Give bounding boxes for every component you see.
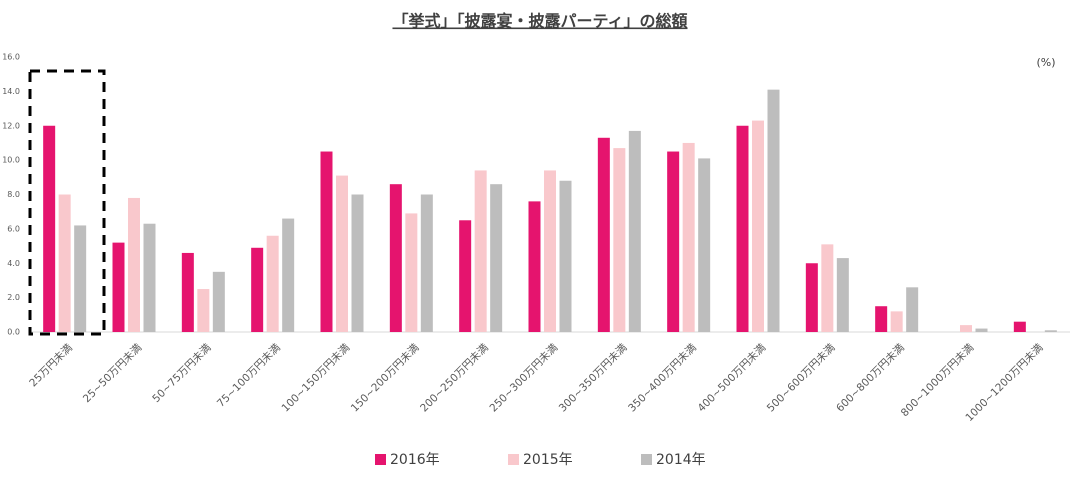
y-tick-label: 12.0 — [2, 121, 20, 130]
bar — [960, 325, 972, 332]
y-tick-label: 0.0 — [7, 328, 20, 337]
bar — [58, 194, 71, 332]
y-tick-label: 8.0 — [7, 190, 20, 199]
bar — [767, 89, 780, 332]
bar — [389, 184, 402, 332]
legend-swatch — [641, 454, 652, 465]
bar — [805, 263, 818, 332]
x-tick-label: 150~200万円未満 — [349, 341, 422, 414]
unit-label: (%) — [1036, 56, 1055, 69]
bar — [628, 130, 641, 332]
chart-title: 「挙式」「披露宴・披露パーティ」の総額 — [392, 12, 687, 31]
x-tick-label: 100~150万円未満 — [279, 341, 352, 414]
bar — [320, 151, 333, 332]
y-tick-label: 6.0 — [7, 224, 20, 233]
bar — [1013, 321, 1026, 332]
y-tick-label: 10.0 — [2, 156, 20, 165]
x-tick-label: 300~350万円未満 — [557, 341, 630, 414]
bar — [667, 151, 680, 332]
bar — [559, 180, 572, 332]
legend-label: 2014年 — [656, 452, 706, 468]
bar — [490, 184, 503, 332]
x-tick-label: 200~250万円未満 — [418, 341, 491, 414]
bar — [112, 242, 125, 332]
x-tick-label: 800~1000万円未満 — [899, 341, 977, 419]
x-tick-label: 25~50万円未満 — [81, 341, 145, 405]
x-tick-label: 250~300万円未満 — [487, 341, 560, 414]
legend-label: 2015年 — [523, 452, 573, 468]
x-tick-label: 350~400万円未満 — [626, 341, 699, 414]
bar — [74, 225, 87, 332]
bar — [474, 170, 487, 332]
bar — [459, 220, 472, 332]
x-tick-label: 500~600万円未満 — [765, 341, 838, 414]
bar — [682, 142, 695, 332]
bar — [181, 252, 194, 332]
bar — [597, 137, 610, 332]
highlight-box — [28, 69, 106, 336]
y-tick-label: 4.0 — [7, 259, 20, 268]
x-tick-label: 75~100万円未満 — [215, 341, 283, 409]
x-tick-label: 25万円未満 — [27, 341, 75, 389]
x-tick-label: 400~500万円未満 — [695, 341, 768, 414]
bar — [836, 258, 849, 332]
bar — [1044, 330, 1057, 332]
bar — [544, 170, 556, 332]
x-tick-label: 600~800万円未満 — [834, 341, 907, 414]
bar — [251, 247, 264, 332]
bar — [875, 306, 888, 332]
legend-swatch — [375, 454, 386, 465]
bar — [698, 158, 711, 332]
bar — [266, 235, 279, 332]
bar — [906, 287, 919, 332]
bar — [420, 194, 433, 332]
bar — [736, 125, 749, 332]
bar — [613, 148, 626, 332]
y-tick-label: 14.0 — [2, 87, 20, 96]
bar — [128, 197, 140, 332]
bar — [752, 120, 764, 332]
bar — [143, 223, 156, 332]
legend-label: 2016年 — [390, 452, 440, 468]
bar — [975, 328, 988, 332]
y-tick-label: 16.0 — [2, 53, 20, 62]
bar — [890, 311, 903, 332]
legend-swatch — [508, 454, 519, 465]
bar — [336, 175, 348, 332]
x-tick-label: 1000~1200万円未満 — [963, 341, 1046, 424]
bar — [197, 289, 210, 332]
bar — [405, 213, 418, 332]
bar — [821, 244, 834, 332]
x-tick-label: 50~75万円未満 — [150, 341, 214, 405]
bar — [212, 271, 225, 332]
bar — [528, 201, 541, 332]
bar — [351, 194, 364, 332]
y-tick-label: 2.0 — [7, 293, 20, 302]
bar — [282, 218, 295, 332]
bar — [43, 125, 56, 332]
